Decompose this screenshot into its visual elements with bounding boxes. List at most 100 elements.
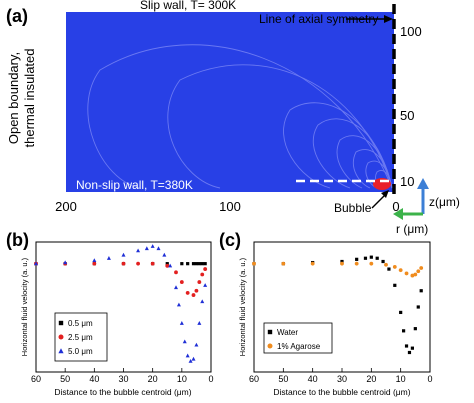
data-point: [188, 358, 193, 363]
x-tick-label: 0: [208, 374, 213, 384]
data-point: [340, 259, 344, 264]
data-point: [354, 261, 359, 266]
data-point: [165, 263, 170, 268]
z-tick-50: 50: [400, 108, 414, 123]
data-point: [375, 256, 379, 260]
data-point: [194, 288, 199, 293]
chart-c-legend-entries: Water 1% Agarose: [267, 328, 321, 351]
legend-marker: [58, 334, 64, 340]
legend-marker: [58, 320, 64, 326]
streamline: [312, 118, 393, 189]
c-series-1: [252, 261, 424, 278]
data-point: [355, 257, 359, 261]
data-point: [106, 256, 111, 260]
data-point: [180, 262, 184, 266]
axial-symmetry-arrowhead: [384, 15, 393, 23]
axial-symmetry-label: Line of axial symmetry: [259, 12, 378, 26]
legend-marker: [267, 329, 273, 335]
x-tick-label: 20: [148, 374, 158, 384]
data-point: [310, 261, 315, 266]
legend-label: 0.5 μm: [68, 319, 93, 328]
chart-c-ylabel: Horizontal fluid velocity (a. u.): [238, 257, 247, 356]
x-tick-label: 30: [337, 374, 347, 384]
chart-c-series: [252, 255, 424, 355]
data-point: [413, 327, 417, 331]
b-series-0: [34, 262, 207, 266]
coordinate-axes: z(μm) r (μm): [393, 178, 460, 236]
data-point: [92, 258, 97, 263]
data-point: [197, 321, 202, 325]
panel-a-label: (a): [6, 6, 28, 26]
r-tick-0: 0: [392, 199, 399, 214]
chart-c-xlabel: Distance to the bubble centroid (μm): [273, 387, 410, 397]
r-tick-100: 100: [219, 199, 241, 214]
data-point: [179, 321, 184, 325]
data-point: [136, 261, 140, 266]
data-point: [281, 261, 286, 266]
data-point: [191, 356, 196, 361]
data-point: [387, 267, 391, 271]
data-point: [410, 273, 415, 278]
x-tick-label: 50: [60, 374, 70, 384]
data-point: [413, 272, 418, 277]
data-point: [416, 305, 420, 309]
non-slip-wall-label: Non-slip wall, T=380K: [76, 178, 193, 192]
data-point: [165, 262, 169, 266]
data-point: [121, 252, 126, 257]
legend-label: 5.0 μm: [68, 347, 93, 356]
data-point: [156, 246, 161, 251]
chart-c: (c) 60 50 40 30 20 10 0 Distance to the bubble…: [219, 230, 433, 397]
data-point: [200, 272, 205, 277]
r-axis-label: r (μm): [396, 222, 428, 236]
data-point: [419, 266, 424, 270]
data-point: [179, 280, 184, 284]
chart-b: (b) 60 50 40 30 20 10 0 Distance to the bubble…: [6, 230, 214, 397]
legend-label: 1% Agarose: [277, 342, 321, 351]
streamlines: [87, 44, 393, 189]
data-point: [121, 261, 126, 266]
data-point: [402, 329, 406, 333]
data-point: [200, 299, 205, 304]
panel-a: (a) Slip wall, T= 300K Line of axial sym…: [6, 0, 460, 236]
data-point: [191, 262, 196, 266]
data-point: [252, 261, 256, 266]
data-point: [150, 244, 155, 248]
open-boundary-label-1: Open boundary,: [6, 52, 21, 144]
data-point: [185, 353, 190, 358]
bubble-arrowhead: [381, 190, 389, 198]
data-point: [136, 248, 141, 253]
chart-b-xlabel: Distance to the bubble centroid (μm): [54, 387, 191, 397]
data-point: [162, 252, 167, 257]
data-point: [194, 262, 199, 266]
x-tick-label: 0: [427, 374, 432, 384]
x-tick-label: 50: [278, 374, 288, 384]
data-point: [419, 289, 423, 293]
data-point: [404, 271, 409, 276]
data-point: [176, 302, 181, 307]
x-tick-label: 40: [308, 374, 318, 384]
x-tick-label: 20: [366, 374, 376, 384]
data-point: [197, 280, 202, 284]
chart-b-legend-entries: 0.5 μm 2.5 μm 5.0 μm: [58, 319, 93, 356]
data-point: [410, 346, 414, 350]
streamline-outer: [87, 44, 393, 189]
data-point: [416, 269, 421, 274]
streamline: [336, 135, 393, 189]
legend-marker: [267, 343, 273, 349]
data-point: [186, 262, 190, 266]
z-axis-arrowhead: [417, 178, 429, 189]
data-point: [369, 255, 373, 259]
data-point: [185, 291, 190, 295]
panel-b-label: (b): [6, 230, 29, 250]
slip-wall-label: Slip wall, T= 300K: [140, 0, 236, 12]
chart-b-ylabel: Horizontal fluid velocity (a. u.): [20, 257, 29, 356]
x-tick-label: 30: [118, 374, 128, 384]
data-point: [384, 262, 388, 267]
x-tick-label: 40: [89, 374, 99, 384]
data-point: [203, 262, 207, 266]
x-tick-label: 10: [177, 374, 187, 384]
data-point: [398, 268, 403, 273]
data-point: [144, 246, 149, 251]
data-point: [203, 267, 208, 271]
